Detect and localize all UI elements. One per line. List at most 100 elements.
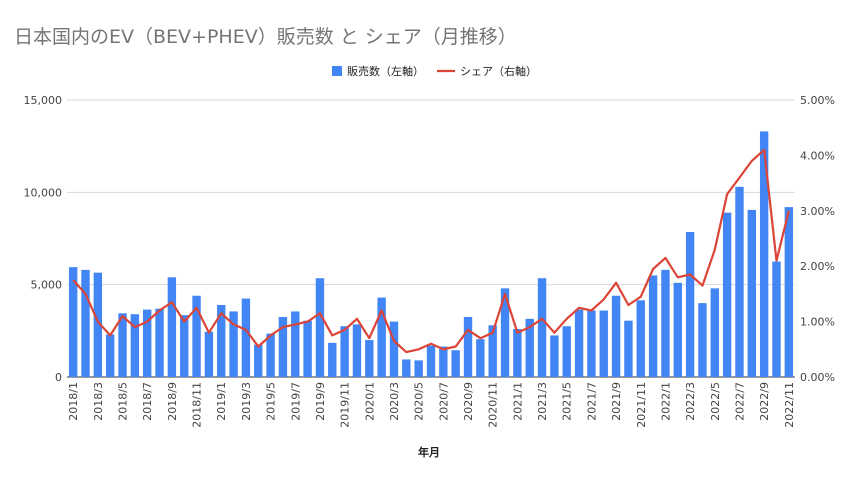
bar xyxy=(204,331,214,377)
x-tick-label: 2021/5 xyxy=(561,382,574,421)
left-axis: 0 5,000 10,000 15,000 xyxy=(24,94,63,384)
right-tick-label: 3.00% xyxy=(800,205,835,218)
x-tick-label: 2021/1 xyxy=(511,382,524,421)
bar xyxy=(685,232,695,377)
bar xyxy=(710,288,719,377)
bar xyxy=(722,212,732,377)
x-tick-label: 2019/5 xyxy=(265,382,278,421)
bar xyxy=(525,318,534,377)
bar xyxy=(747,209,757,377)
right-axis: 0.00% 1.00% 2.00% 3.00% 4.00% 5.00% xyxy=(800,94,835,384)
bar xyxy=(772,261,781,377)
bar xyxy=(254,344,263,377)
x-tick-label: 2022/7 xyxy=(733,382,746,421)
right-tick-label: 0.00% xyxy=(800,371,835,384)
bar xyxy=(735,186,744,377)
x-tick-label: 2022/3 xyxy=(684,382,697,421)
bar xyxy=(463,316,473,377)
bar xyxy=(698,303,707,377)
bar xyxy=(352,324,362,377)
x-tick-label: 2021/9 xyxy=(610,382,623,421)
bar xyxy=(266,333,275,377)
right-tick-label: 4.00% xyxy=(800,149,835,162)
gridlines xyxy=(67,99,795,378)
x-tick-label: 2020/1 xyxy=(363,382,376,421)
legend-bar-swatch xyxy=(332,66,342,76)
bar xyxy=(414,360,423,377)
bar xyxy=(587,310,596,377)
x-tick-label: 2019/11 xyxy=(339,382,352,428)
bar xyxy=(291,311,300,377)
x-tick-label: 2020/5 xyxy=(413,382,426,421)
bar xyxy=(550,335,559,377)
bar xyxy=(648,275,658,377)
bar xyxy=(180,315,189,377)
bar xyxy=(537,278,547,377)
bar xyxy=(167,277,177,377)
bar xyxy=(476,339,485,377)
bar xyxy=(426,345,436,377)
left-tick-label: 10,000 xyxy=(24,186,63,199)
bar xyxy=(155,308,164,377)
bar xyxy=(93,272,103,377)
bar xyxy=(229,311,238,377)
x-axis-title: 年月 xyxy=(418,445,440,459)
x-tick-label: 2022/1 xyxy=(659,382,672,421)
bar xyxy=(328,342,337,377)
x-tick-label: 2020/7 xyxy=(437,382,450,421)
bar xyxy=(217,304,226,377)
x-tick-label: 2022/11 xyxy=(783,382,796,428)
bar xyxy=(636,300,645,377)
x-tick-label: 2019/3 xyxy=(240,382,253,421)
bar xyxy=(315,278,325,377)
bar xyxy=(784,207,794,377)
x-tick-label: 2021/11 xyxy=(635,382,648,428)
x-tick-label: 2022/5 xyxy=(709,382,722,421)
bar xyxy=(624,320,633,377)
right-tick-label: 1.00% xyxy=(800,316,835,329)
x-tick-label: 2019/1 xyxy=(215,382,228,421)
bar xyxy=(303,320,312,377)
bar xyxy=(81,269,90,377)
bar xyxy=(365,340,374,377)
bar xyxy=(661,269,670,377)
share-line xyxy=(72,148,790,354)
bar xyxy=(278,316,288,377)
bar xyxy=(513,328,522,377)
left-tick-label: 0 xyxy=(55,371,62,384)
x-tick-label: 2018/3 xyxy=(92,382,105,421)
bar xyxy=(192,295,201,377)
bar xyxy=(402,359,411,377)
bar xyxy=(68,267,78,377)
x-tick-label: 2022/9 xyxy=(758,382,771,421)
bar xyxy=(759,131,769,377)
x-tick-label: 2018/5 xyxy=(117,382,130,421)
bar xyxy=(500,288,510,377)
bar xyxy=(562,326,571,377)
right-tick-label: 5.00% xyxy=(800,94,835,107)
x-tick-label: 2019/9 xyxy=(314,382,327,421)
x-tick-label: 2020/11 xyxy=(487,382,500,428)
bar-series xyxy=(68,131,794,377)
x-tick-label: 2020/9 xyxy=(462,382,475,421)
bar xyxy=(488,325,497,377)
x-axis: 2018/1 2018/3 2018/5 2018/7 2018/9 2018/11 201… xyxy=(67,382,796,428)
bar xyxy=(599,310,608,377)
chart-title: 日本国内のEV（BEV+PHEV）販売数 と シェア（月推移） xyxy=(14,26,517,48)
x-tick-label: 2018/11 xyxy=(191,382,204,428)
bar xyxy=(673,282,682,377)
bar xyxy=(451,350,460,377)
bar xyxy=(130,314,140,377)
x-tick-label: 2020/3 xyxy=(388,382,401,421)
bar xyxy=(439,346,448,377)
x-tick-label: 2018/1 xyxy=(67,382,80,421)
left-tick-label: 15,000 xyxy=(24,94,63,107)
legend: 販売数（左軸） シェア（右軸） xyxy=(332,64,537,78)
left-tick-label: 5,000 xyxy=(31,279,63,292)
x-tick-label: 2021/3 xyxy=(536,382,549,421)
bar xyxy=(389,321,399,377)
x-tick-label: 2021/7 xyxy=(585,382,598,421)
legend-line-label: シェア（右軸） xyxy=(460,64,537,78)
bar xyxy=(105,334,115,377)
